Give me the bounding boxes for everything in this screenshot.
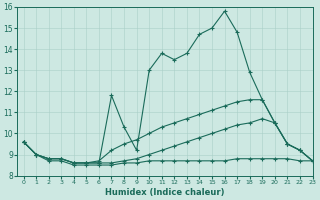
X-axis label: Humidex (Indice chaleur): Humidex (Indice chaleur) xyxy=(105,188,225,197)
